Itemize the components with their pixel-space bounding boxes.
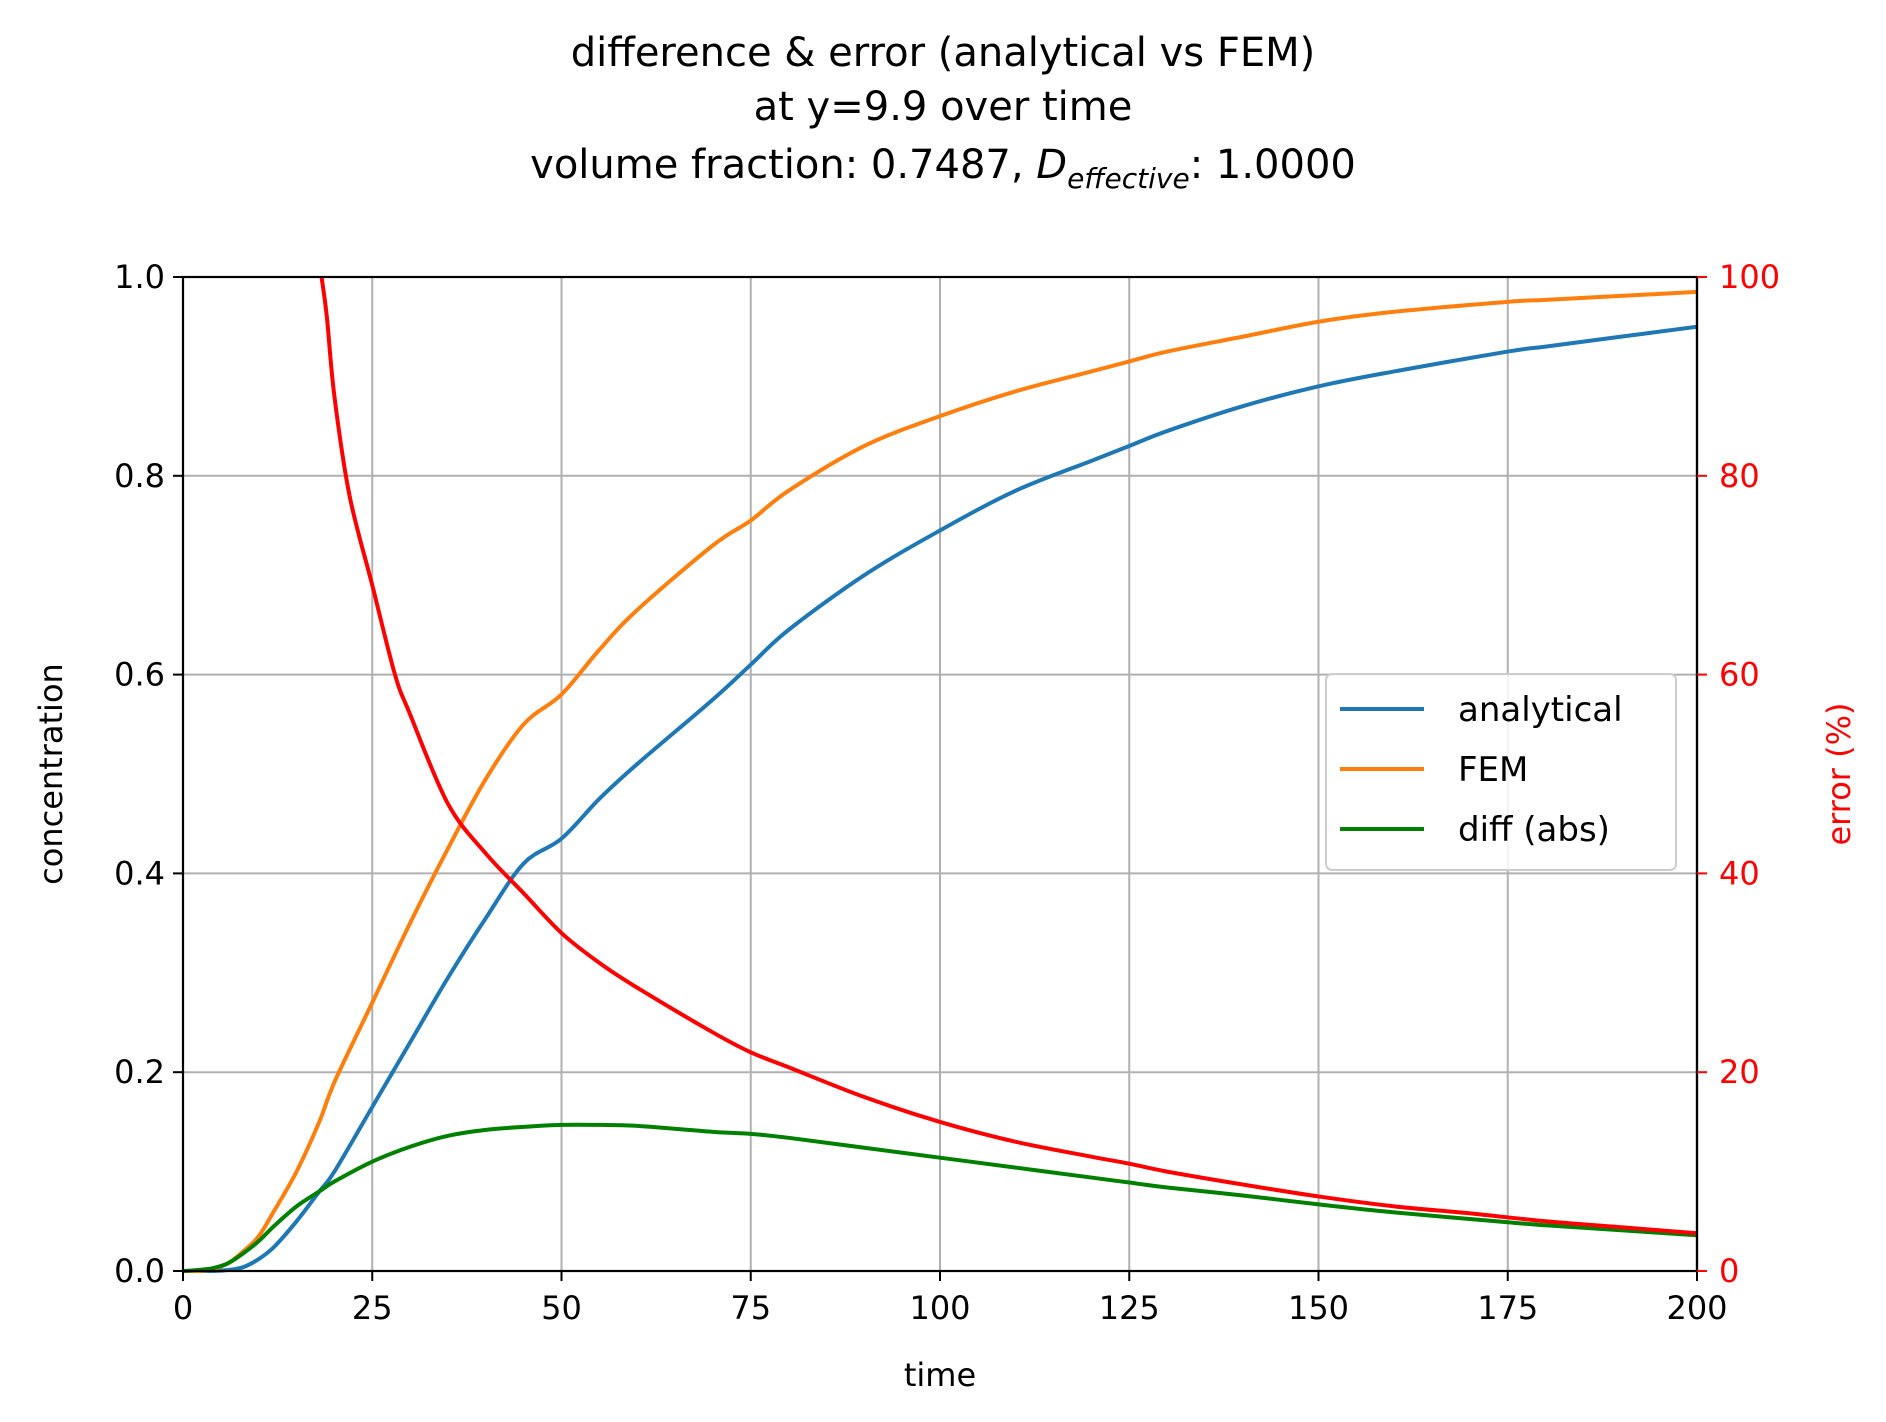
y-axis-label: concentration <box>32 663 70 885</box>
x-tick-label: 75 <box>730 1289 771 1327</box>
series-line-error <box>319 276 1697 1236</box>
y2-tick-label: 100 <box>1719 258 1780 296</box>
x-tick-label: 200 <box>1666 1289 1727 1327</box>
y2-axis-ticks: 0 20 40 60 80 100 <box>1697 258 1780 1290</box>
legend-box <box>1325 673 1677 871</box>
legend-label-diff-abs: diff (abs) <box>1458 810 1610 850</box>
x-tick-label: 175 <box>1477 1289 1538 1327</box>
y-tick-label: 0.4 <box>114 854 165 892</box>
x-tick-label: 150 <box>1288 1289 1349 1327</box>
y2-tick-label: 40 <box>1719 854 1760 892</box>
chart-title-d-subscript: effective <box>1067 162 1190 195</box>
series-line-diff-abs <box>183 1122 1697 1273</box>
y-axis-ticks: 0.0 0.2 0.4 0.6 0.8 1.0 <box>114 258 183 1290</box>
y-tick-label: 1.0 <box>114 258 165 296</box>
y-tick-label: 0.6 <box>114 656 165 694</box>
y2-tick-label: 0 <box>1719 1252 1739 1290</box>
y2-tick-label: 80 <box>1719 457 1760 495</box>
chart-title-d-symbol: D <box>1036 142 1067 188</box>
series-line-fem <box>183 289 1697 1273</box>
y-tick-label: 0.8 <box>114 457 165 495</box>
x-axis-ticks: 0 25 50 75 100 125 150 175 200 <box>173 1271 1728 1327</box>
series-group <box>183 276 1697 1273</box>
y2-tick-label: 20 <box>1719 1053 1760 1091</box>
x-axis-label: time <box>904 1356 976 1394</box>
x-tick-label: 100 <box>909 1289 970 1327</box>
x-tick-label: 125 <box>1099 1289 1160 1327</box>
chart-title-line2: at y=9.9 over time <box>754 84 1133 130</box>
series-line-analytical <box>183 324 1697 1273</box>
x-tick-label: 0 <box>173 1289 193 1327</box>
chart-title-line3-prefix: volume fraction: 0.7487, <box>530 142 1036 188</box>
legend-label-analytical: analytical <box>1458 690 1623 730</box>
chart-title-line1: difference & error (analytical vs FEM) <box>571 30 1316 76</box>
y-tick-label: 0.0 <box>114 1252 165 1290</box>
legend-label-fem: FEM <box>1458 750 1528 790</box>
chart-title-line3-suffix: : 1.0000 <box>1190 142 1356 188</box>
y2-tick-label: 60 <box>1719 656 1760 694</box>
chart-title-line3: volume fraction: 0.7487, Deffective: 1.0… <box>530 142 1356 195</box>
x-tick-label: 50 <box>541 1289 582 1327</box>
y-tick-label: 0.2 <box>114 1053 165 1091</box>
y2-axis-label: error (%) <box>1820 702 1858 845</box>
legend: analytical FEM diff (abs) <box>1325 673 1677 871</box>
x-tick-label: 25 <box>352 1289 393 1327</box>
